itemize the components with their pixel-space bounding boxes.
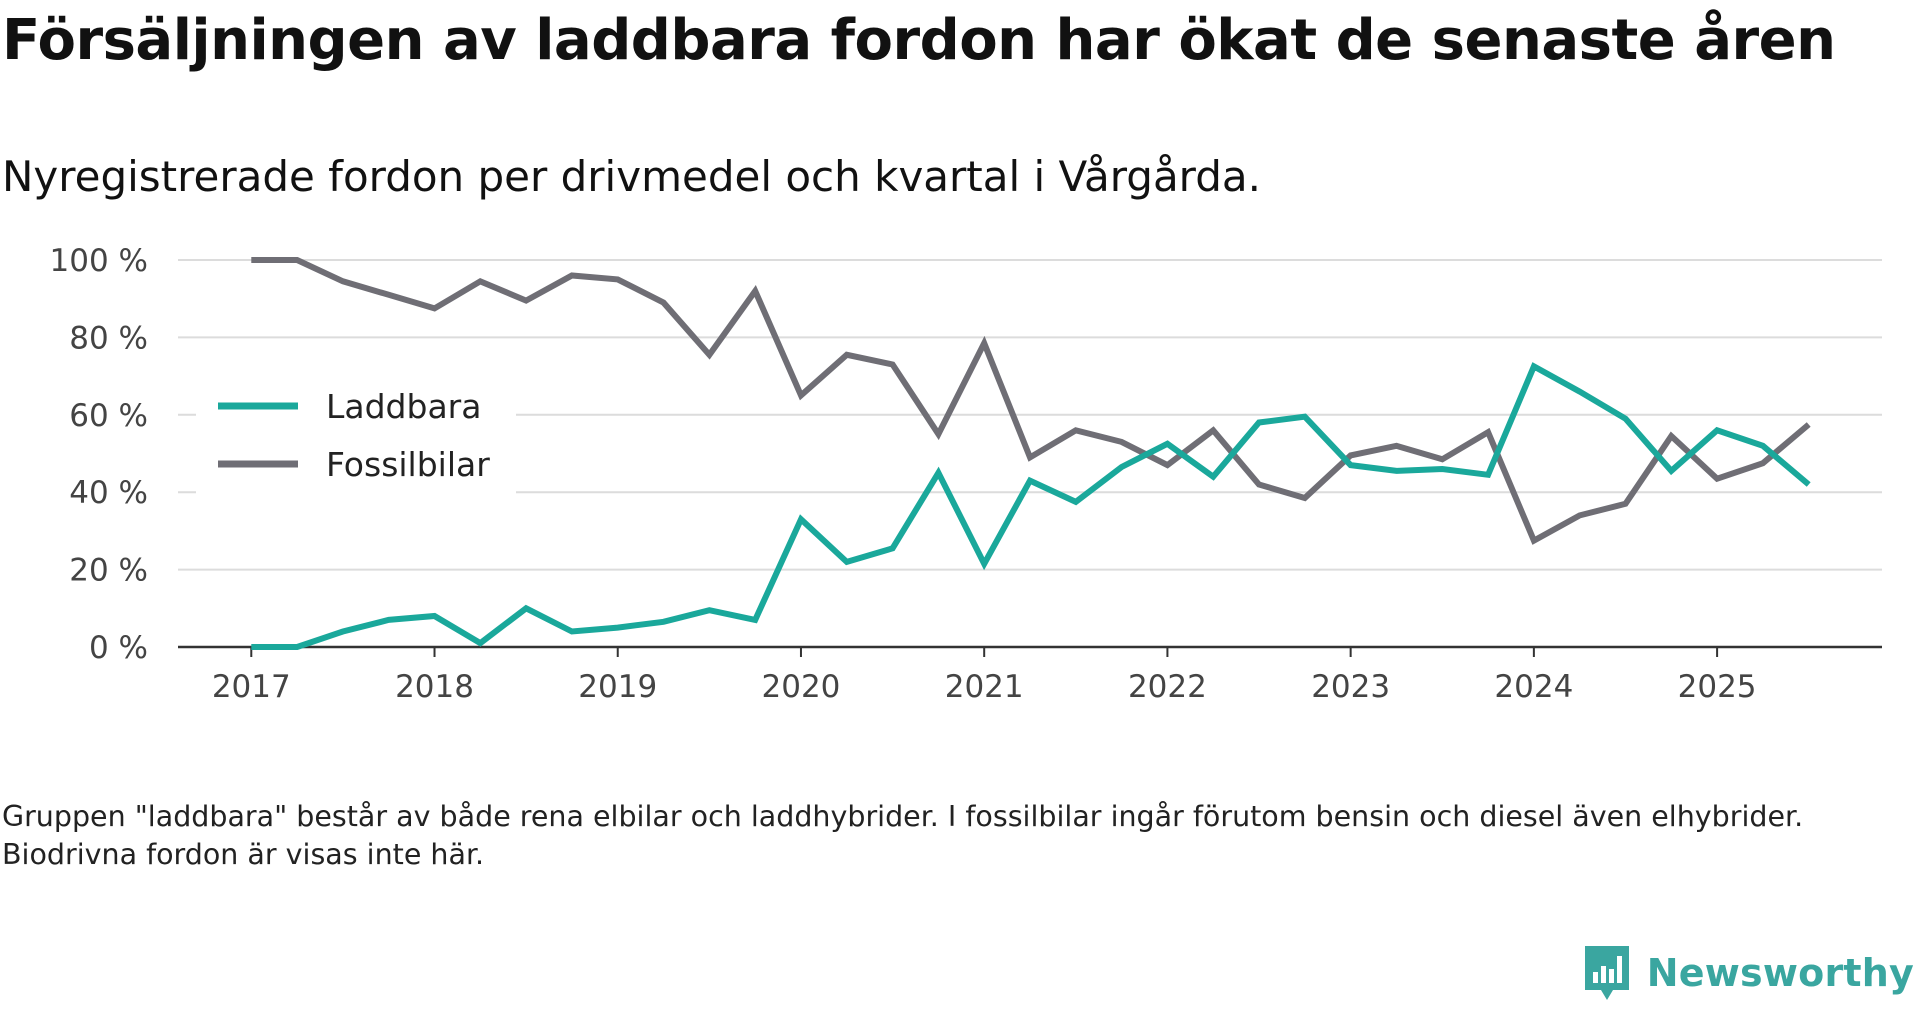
y-tick-label: 80 % xyxy=(69,320,148,356)
x-tick-label: 2020 xyxy=(762,669,841,705)
chart-subtitle: Nyregistrerade fordon per drivmedel och … xyxy=(2,152,1261,201)
y-tick-label: 0 % xyxy=(89,630,148,666)
series-line-fossilbilar xyxy=(251,257,1811,545)
brand: Newsworthy xyxy=(1581,938,1914,1008)
x-tick-label: 2023 xyxy=(1311,669,1390,705)
chart-area: 0 % 20 % 40 % 60 % 80 % 100 % 2017 2018 2019 2020… xyxy=(0,230,1920,730)
y-tick-label: 40 % xyxy=(69,475,148,511)
x-tick-label: 2025 xyxy=(1678,669,1757,705)
chart-title: Försäljningen av laddbara fordon har öka… xyxy=(2,8,1836,73)
x-tick-label: 2022 xyxy=(1128,669,1207,705)
x-tick-label: 2019 xyxy=(578,669,657,705)
line-chart: 0 % 20 % 40 % 60 % 80 % 100 % 2017 2018 2019 2020… xyxy=(50,243,1882,705)
legend-label: Laddbara xyxy=(326,387,481,426)
series-line-laddbara xyxy=(251,362,1811,650)
brand-name: Newsworthy xyxy=(1646,951,1914,995)
x-tick-label: 2021 xyxy=(945,669,1024,705)
footnote: Gruppen "laddbara" består av både rena e… xyxy=(2,800,1804,871)
legend-background xyxy=(196,368,516,503)
y-tick-label: 20 % xyxy=(69,553,148,589)
x-tick-label: 2024 xyxy=(1494,669,1573,705)
newsworthy-logo-icon xyxy=(1584,946,1629,1000)
legend-label: Fossilbilar xyxy=(326,445,490,484)
x-tick-label: 2018 xyxy=(395,669,474,705)
y-tick-label: 100 % xyxy=(50,243,148,279)
x-tick-label: 2017 xyxy=(212,669,291,705)
y-tick-label: 60 % xyxy=(69,398,148,434)
